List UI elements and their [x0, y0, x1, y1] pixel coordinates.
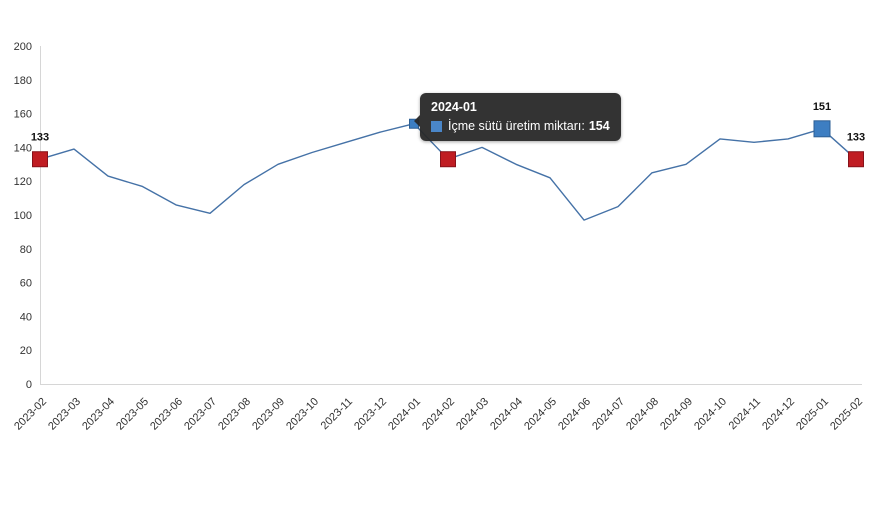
x-axis-label: 2024-06	[556, 396, 593, 433]
x-axis-label: 2025-01	[794, 396, 831, 433]
x-axis-label: 2025-02	[828, 396, 865, 433]
point-data-label: 151	[813, 101, 831, 113]
x-axis-label: 2023-08	[216, 396, 253, 433]
point-marker[interactable]	[32, 151, 48, 168]
point-marker[interactable]	[813, 120, 831, 138]
tooltip-title: 2024-01	[431, 100, 477, 114]
tooltip-series-label: İçme sütü üretim miktarı:	[448, 119, 585, 133]
tooltip-value: 154	[588, 119, 610, 133]
x-axis-label: 2023-06	[148, 396, 185, 433]
point-marker[interactable]	[848, 151, 864, 168]
x-axis-label: 2023-02	[12, 396, 49, 433]
y-axis-label: 60	[20, 278, 32, 290]
chart-tooltip: 2024-01 İçme sütü üretim miktarı: 154	[414, 93, 621, 141]
y-axis-label: 20	[20, 345, 32, 357]
x-axis-label: 2023-10	[284, 396, 321, 433]
point-marker[interactable]	[440, 151, 456, 168]
x-axis-label: 2024-01	[386, 396, 423, 433]
y-axis-label: 200	[14, 41, 32, 53]
x-axis-label: 2023-05	[114, 396, 151, 433]
x-axis-label: 2023-07	[182, 396, 219, 433]
y-axis-label: 100	[14, 210, 32, 222]
x-axis-label: 2023-04	[80, 396, 117, 433]
x-axis-label: 2024-10	[692, 396, 729, 433]
x-axis-label: 2023-11	[319, 396, 355, 432]
x-axis-label: 2023-12	[352, 396, 389, 433]
series-swatch-icon	[431, 120, 442, 132]
x-axis-label: 2024-09	[658, 396, 695, 433]
x-axis-label: 2024-07	[590, 396, 627, 433]
x-axis-label: 2024-12	[760, 396, 797, 433]
x-axis-label: 2024-04	[488, 396, 525, 433]
y-axis-label: 80	[20, 244, 32, 256]
y-axis-label: 40	[20, 311, 32, 323]
point-data-label: 133	[31, 132, 49, 144]
tooltip-row: İçme sütü üretim miktarı: 154	[431, 119, 610, 133]
x-axis-label: 2024-03	[454, 396, 491, 433]
x-axis-label: 2023-03	[46, 396, 83, 433]
x-axis-label: 2024-05	[522, 396, 559, 433]
y-axis-label: 120	[14, 176, 32, 188]
y-axis-label: 160	[14, 109, 32, 121]
y-axis-label: 180	[14, 75, 32, 87]
x-axis-label: 2023-09	[250, 396, 287, 433]
x-axis-label: 2024-02	[420, 396, 457, 433]
x-axis-label: 2024-08	[624, 396, 661, 433]
y-axis-label: 0	[26, 379, 32, 391]
x-axis-label: 2024-11	[727, 396, 763, 432]
point-data-label: 133	[847, 132, 865, 144]
y-axis-label: 140	[14, 142, 32, 154]
